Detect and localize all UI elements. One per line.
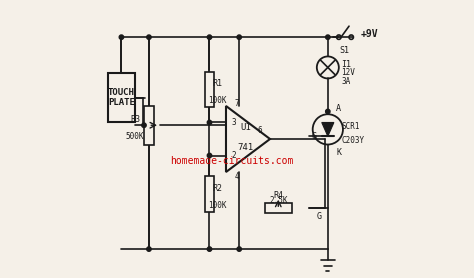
Text: S1: S1 — [339, 46, 349, 55]
Text: 100K: 100K — [209, 200, 227, 210]
Text: 4: 4 — [234, 172, 239, 181]
Circle shape — [326, 109, 330, 114]
Text: 3A: 3A — [342, 77, 351, 86]
Circle shape — [119, 35, 124, 39]
Text: G: G — [317, 212, 322, 220]
Bar — [204, 71, 214, 107]
Text: R3: R3 — [130, 115, 140, 124]
Text: R1: R1 — [213, 80, 223, 88]
Circle shape — [207, 153, 212, 158]
Text: 2.5K: 2.5K — [269, 197, 288, 205]
Text: SCR1: SCR1 — [342, 122, 360, 131]
Circle shape — [207, 120, 212, 125]
Circle shape — [142, 123, 146, 127]
Circle shape — [147, 35, 151, 39]
Circle shape — [326, 35, 330, 39]
Text: U1: U1 — [240, 123, 251, 133]
Circle shape — [207, 35, 212, 39]
Text: 500K: 500K — [126, 132, 145, 141]
Text: 12V: 12V — [342, 68, 356, 78]
Polygon shape — [322, 123, 334, 136]
Text: 7: 7 — [234, 99, 239, 108]
Text: 2: 2 — [231, 151, 236, 160]
Text: K: K — [337, 148, 341, 157]
Bar — [204, 176, 214, 212]
Circle shape — [237, 35, 241, 39]
FancyBboxPatch shape — [108, 73, 135, 123]
Text: R4: R4 — [273, 191, 283, 200]
Text: TOUCH
PLATE: TOUCH PLATE — [108, 88, 135, 107]
Text: C203Y: C203Y — [342, 136, 365, 145]
Text: I1: I1 — [342, 60, 352, 69]
Text: homemade-circuits.com: homemade-circuits.com — [170, 156, 293, 166]
Circle shape — [147, 247, 151, 251]
Text: 741: 741 — [237, 143, 253, 152]
Circle shape — [207, 247, 212, 251]
Text: A: A — [337, 104, 341, 113]
Bar — [144, 106, 154, 145]
Text: 3: 3 — [231, 118, 236, 127]
Bar — [264, 203, 292, 213]
Text: R2: R2 — [213, 184, 223, 193]
Text: +9V: +9V — [361, 29, 378, 39]
Text: G: G — [311, 132, 317, 141]
Text: 6: 6 — [257, 126, 262, 135]
Circle shape — [237, 247, 241, 251]
Text: 100K: 100K — [209, 96, 227, 105]
